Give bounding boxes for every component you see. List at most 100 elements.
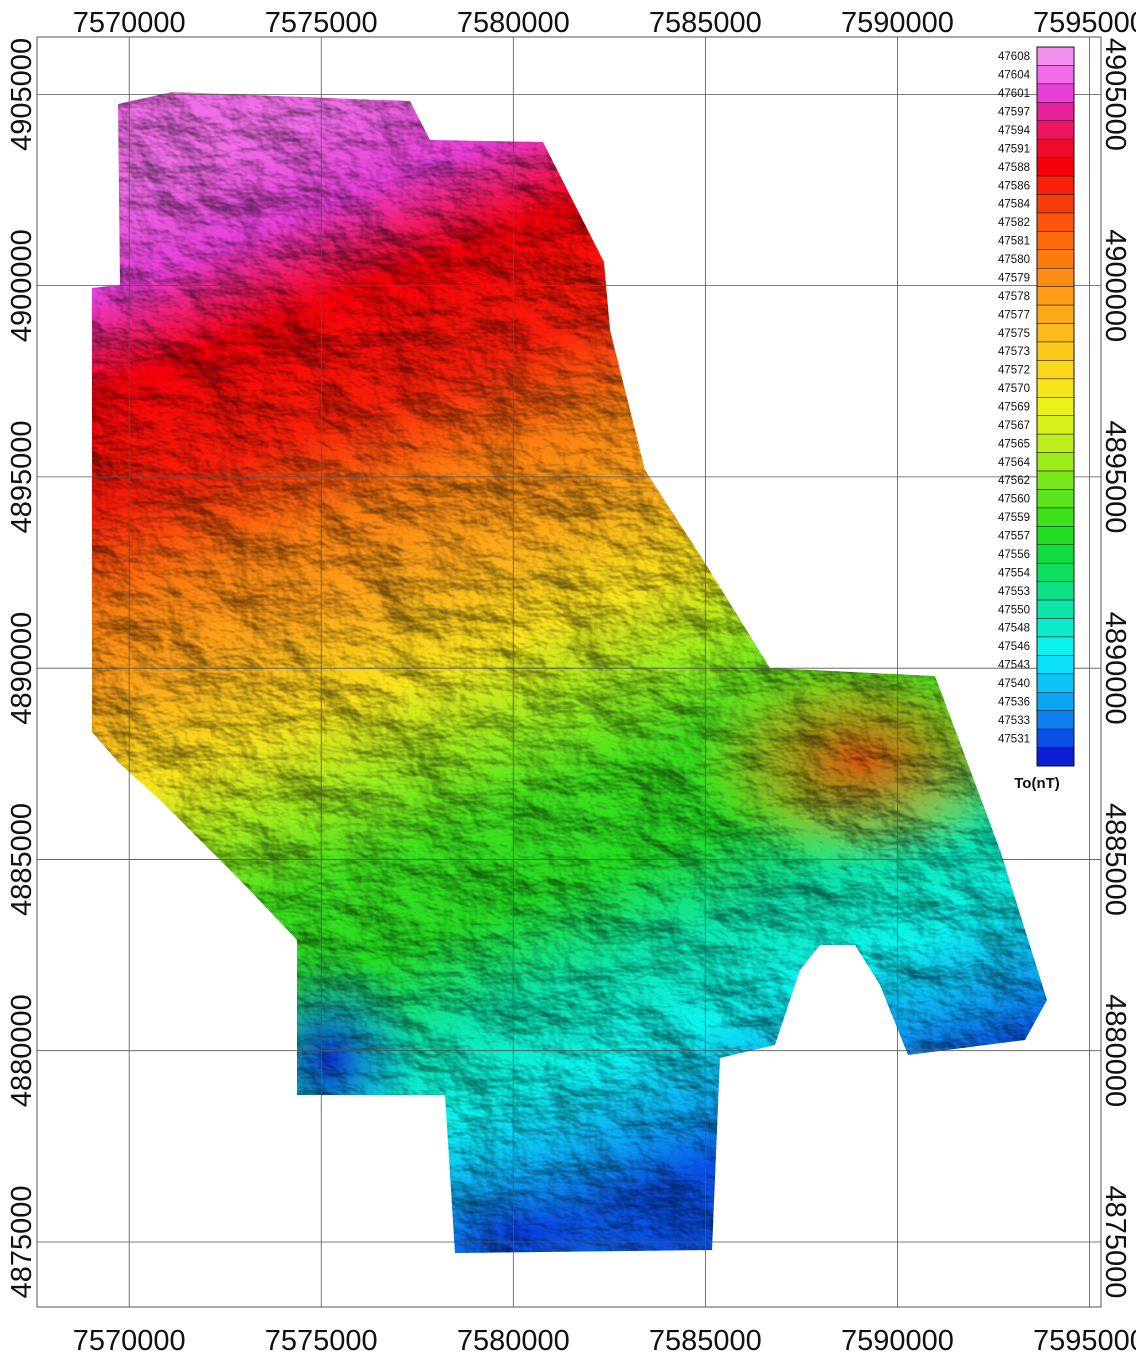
legend-value: 47581: [998, 236, 1030, 248]
legend-value: 47582: [998, 217, 1030, 229]
y-tick-label: 4890000: [6, 612, 38, 725]
legend-swatch: [1036, 304, 1075, 324]
y-tick-label: 4875000: [6, 1186, 38, 1299]
legend-swatch: [1036, 212, 1075, 232]
y-tick-label: 4880000: [6, 994, 38, 1107]
y-tick-label: 4895000: [6, 420, 38, 533]
x-tick-label: 7575000: [265, 1325, 378, 1357]
legend-value: 47570: [998, 383, 1030, 395]
legend-value: 47556: [998, 549, 1030, 561]
legend-swatch: [1036, 470, 1075, 490]
legend-value: 47579: [998, 272, 1030, 284]
x-tick-label: 7595000: [1033, 1325, 1136, 1357]
legend-swatch: [1036, 433, 1075, 453]
legend-swatch: [1036, 194, 1075, 214]
legend-value: 47580: [998, 254, 1030, 266]
legend-swatch: [1036, 692, 1075, 711]
x-tick-label: 7570000: [73, 7, 186, 39]
legend-swatch: [1036, 138, 1075, 158]
legend-swatch: [1036, 83, 1075, 103]
legend-value: 47550: [998, 604, 1030, 616]
legend-value: 47559: [998, 512, 1030, 524]
legend-value: 47569: [998, 402, 1030, 414]
legend-labels: 47608 47604 47601 47597 47594 47591 47588 47586…: [998, 51, 1031, 745]
legend-swatch: [1036, 286, 1075, 306]
legend-swatch: [1036, 378, 1075, 398]
legend-value: 47575: [998, 328, 1030, 340]
x-tick-label: 7590000: [841, 7, 954, 39]
legend-swatch: [1036, 175, 1075, 195]
legend-value: 47533: [998, 715, 1030, 727]
legend-swatch: [1036, 46, 1075, 66]
legend-swatch: [1036, 581, 1075, 601]
legend-value: 47562: [998, 475, 1030, 487]
legend-swatch: [1036, 323, 1075, 343]
legend-swatch: [1036, 655, 1075, 675]
y-tick-label: 4885000: [6, 803, 38, 916]
legend-value: 47546: [998, 641, 1030, 653]
legend-value: 47594: [998, 125, 1031, 137]
legend-value: 47597: [998, 107, 1030, 119]
legend-value: 47560: [998, 494, 1030, 506]
x-tick-label: 7575000: [265, 7, 378, 39]
y-tick-label: 4875000: [1099, 1186, 1131, 1299]
legend-value: 47572: [998, 365, 1030, 377]
x-tick-label: 7590000: [841, 1325, 954, 1357]
legend-swatch: [1036, 710, 1075, 730]
legend-swatch: [1036, 120, 1075, 140]
legend-value: 47536: [998, 696, 1030, 708]
legend-value: 47554: [998, 567, 1031, 579]
legend-swatch: [1036, 507, 1075, 527]
y-tick-label: 4900000: [6, 229, 38, 342]
x-tick-label: 7585000: [649, 1325, 762, 1357]
legend-swatch: [1036, 267, 1075, 287]
legend-value: 47553: [998, 586, 1030, 598]
legend-swatch: [1036, 65, 1075, 85]
legend-value: 47531: [998, 733, 1030, 745]
y-tick-label: 4890000: [1099, 612, 1131, 725]
legend-value: 47573: [998, 346, 1030, 358]
legend-swatch: [1036, 231, 1075, 251]
color-legend: 47608 47604 47601 47597 47594 47591 47588 47586…: [998, 46, 1075, 792]
legend-value: 47586: [998, 180, 1030, 192]
y-tick-label: 4905000: [1099, 38, 1131, 151]
y-tick-labels-right: 4905000 4900000 4895000 4890000 4885000 48800…: [1099, 38, 1131, 1298]
legend-border: [1036, 46, 1075, 767]
legend-value: 47540: [998, 678, 1030, 690]
legend-value: 47591: [998, 143, 1030, 155]
legend-swatch: [1036, 636, 1075, 656]
legend-value: 47601: [998, 88, 1030, 100]
legend-swatch: [1036, 360, 1075, 380]
legend-value: 47588: [998, 162, 1030, 174]
legend-swatch: [1036, 397, 1075, 416]
y-tick-label: 4880000: [1099, 994, 1131, 1107]
legend-swatch: [1036, 452, 1075, 472]
legend-swatch: [1036, 489, 1075, 509]
y-tick-label: 4885000: [1099, 803, 1131, 916]
legend-swatch: [1036, 728, 1075, 748]
legend-value: 47548: [998, 623, 1030, 635]
legend-value: 47557: [998, 531, 1030, 543]
y-tick-label: 4900000: [1099, 229, 1131, 342]
legend-swatch: [1036, 599, 1075, 619]
legend-value: 47604: [998, 70, 1031, 82]
legend-value: 47584: [998, 199, 1031, 211]
legend-value: 47565: [998, 438, 1030, 450]
x-tick-label: 7570000: [73, 1325, 186, 1357]
coordinate-grid: [37, 37, 1101, 1307]
legend-swatch: [1036, 618, 1075, 638]
y-tick-labels-left: 4905000 4900000 4895000 4890000 4885000 48800…: [6, 38, 38, 1298]
y-tick-label: 4895000: [1099, 420, 1131, 533]
legend-swatch: [1036, 415, 1075, 435]
y-tick-label: 4905000: [6, 38, 38, 151]
legend-swatches: [1036, 46, 1075, 767]
legend-swatch: [1036, 526, 1075, 546]
x-tick-label: 7580000: [457, 7, 570, 39]
legend-swatch: [1036, 157, 1075, 177]
legend-value: 47577: [998, 309, 1030, 321]
legend-value: 47543: [998, 660, 1030, 672]
legend-swatch: [1036, 249, 1075, 269]
legend-swatch: [1036, 747, 1075, 767]
x-tick-label: 7580000: [457, 1325, 570, 1357]
